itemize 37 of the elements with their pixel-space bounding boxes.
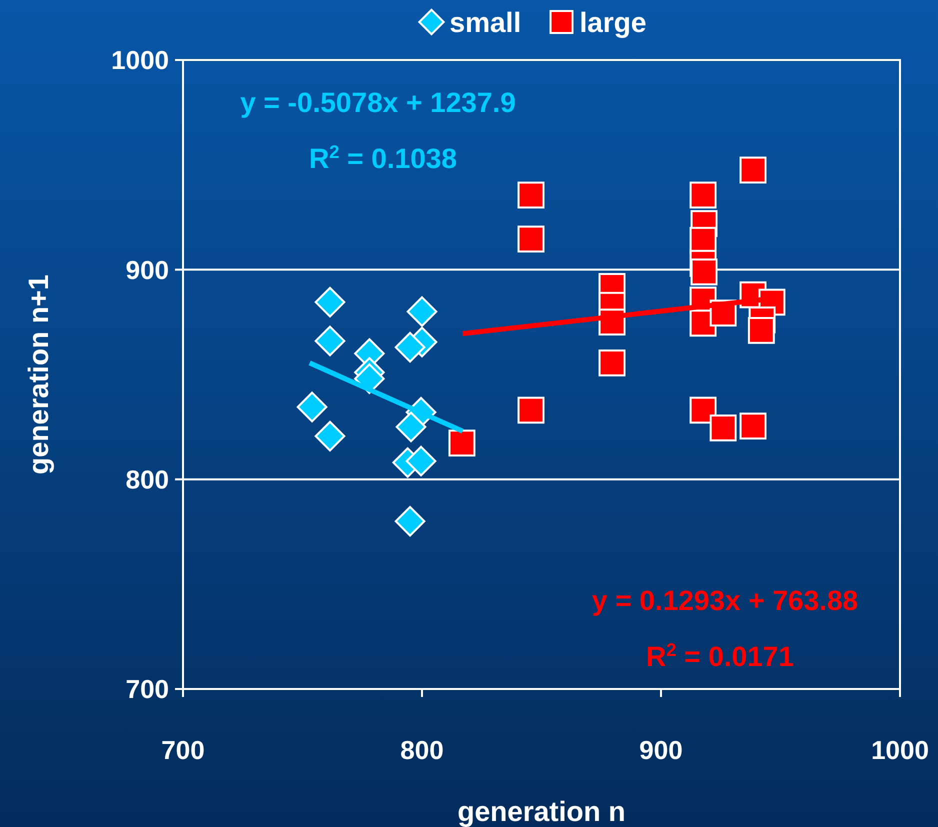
point [396,412,426,442]
point [394,332,426,363]
point [748,317,775,344]
x-tick-label: 700 [161,735,205,765]
point [598,350,626,376]
point [448,430,476,457]
annotation: R$^{2}$ = 0.1038 [309,142,457,174]
point [314,286,346,318]
point [394,506,426,537]
point [518,182,544,208]
point [740,156,766,184]
point [518,226,544,253]
point [518,396,544,424]
x-tick-label: 800 [400,735,444,765]
point [296,392,328,422]
legend-label: small [450,6,522,38]
point [710,414,737,442]
y-axis-title: generation n+1 [23,274,54,474]
y-tick-label: 900 [126,254,169,285]
point [314,326,346,356]
point [314,420,346,452]
point [406,296,438,327]
point [406,446,436,476]
legend-label: large [580,6,646,38]
y-tick-label: 1000 [111,45,169,76]
y-tick-label: 700 [126,674,169,704]
point [740,412,766,440]
annotation: y = -0.5078x + 1237.9 [240,87,516,118]
annotation: R$^{2}$ = 0.0171 [646,640,794,672]
x-tick-label: 900 [639,735,683,765]
annotation: y = 0.1293x + 763.88 [592,585,858,616]
y-tick-label: 800 [126,464,169,494]
point [690,258,718,286]
point [690,396,717,424]
x-axis-title: generation n [457,796,626,827]
x-tick-label: 1000 [871,735,929,765]
point [690,182,717,208]
